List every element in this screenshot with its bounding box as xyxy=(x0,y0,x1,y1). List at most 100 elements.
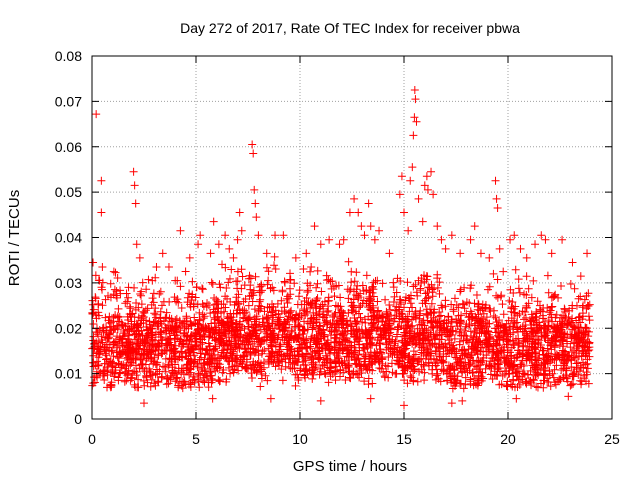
data-point xyxy=(116,368,125,377)
data-point xyxy=(250,305,259,314)
data-point xyxy=(529,328,538,337)
data-point xyxy=(380,373,389,382)
data-point xyxy=(505,325,514,334)
data-point xyxy=(133,350,142,359)
data-point xyxy=(181,349,190,358)
data-point xyxy=(234,366,243,375)
data-point xyxy=(290,314,299,323)
data-point xyxy=(284,294,293,303)
data-point xyxy=(492,194,501,203)
data-point xyxy=(214,350,223,359)
data-point xyxy=(121,299,130,308)
data-point xyxy=(254,306,263,315)
data-point xyxy=(342,352,351,361)
y-tick-label: 0 xyxy=(74,411,82,427)
data-point xyxy=(109,325,118,334)
data-point xyxy=(432,371,441,380)
data-point xyxy=(179,340,188,349)
data-point xyxy=(142,372,151,381)
x-tick-label: 25 xyxy=(604,431,620,447)
data-point xyxy=(386,349,395,358)
data-point xyxy=(353,294,362,303)
data-point xyxy=(452,349,461,358)
data-point xyxy=(467,342,476,351)
data-point xyxy=(424,335,433,344)
data-point xyxy=(375,357,384,366)
data-point xyxy=(536,307,545,316)
data-point xyxy=(208,394,217,403)
data-point xyxy=(123,353,132,362)
data-point xyxy=(436,322,445,331)
data-point xyxy=(382,307,391,316)
chart-title: Day 272 of 2017, Rate Of TEC Index for r… xyxy=(180,20,520,36)
data-point xyxy=(490,359,499,368)
data-point xyxy=(544,322,553,331)
data-point xyxy=(400,376,409,385)
data-point xyxy=(286,290,295,299)
data-point xyxy=(362,271,371,280)
data-point xyxy=(514,284,523,293)
data-point xyxy=(225,274,234,283)
data-point xyxy=(264,357,273,366)
data-point xyxy=(185,347,194,356)
data-point xyxy=(532,382,541,391)
data-point xyxy=(362,287,371,296)
data-point xyxy=(235,344,244,353)
data-point xyxy=(401,344,410,353)
data-point xyxy=(496,367,505,376)
data-point xyxy=(144,275,153,284)
data-point xyxy=(430,339,439,348)
data-point xyxy=(161,346,170,355)
data-point xyxy=(299,360,308,369)
data-point xyxy=(364,199,373,208)
data-point xyxy=(447,399,456,408)
data-point xyxy=(98,324,107,333)
data-point xyxy=(498,371,507,380)
data-point xyxy=(198,284,207,293)
data-point xyxy=(509,328,518,337)
data-point xyxy=(213,304,222,313)
data-point xyxy=(560,304,569,313)
data-point xyxy=(568,370,577,379)
data-point xyxy=(456,287,465,296)
data-point xyxy=(107,347,116,356)
data-point xyxy=(356,289,365,298)
data-point xyxy=(371,352,380,361)
data-point xyxy=(426,305,435,314)
data-point xyxy=(570,284,579,293)
data-point xyxy=(350,277,359,286)
data-point xyxy=(196,231,205,240)
data-point xyxy=(462,363,471,372)
data-point xyxy=(140,340,149,349)
data-point xyxy=(270,261,279,270)
data-point xyxy=(124,293,133,302)
data-point xyxy=(176,226,185,235)
data-point xyxy=(176,282,185,291)
data-point xyxy=(338,329,347,338)
data-point xyxy=(374,316,383,325)
data-point xyxy=(413,377,422,386)
data-point xyxy=(446,330,455,339)
data-point xyxy=(313,339,322,348)
data-point xyxy=(303,279,312,288)
data-point xyxy=(407,335,416,344)
data-point xyxy=(97,176,106,185)
data-point xyxy=(559,311,568,320)
data-point xyxy=(518,327,527,336)
data-point xyxy=(563,319,572,328)
data-point xyxy=(527,293,536,302)
data-point xyxy=(555,340,564,349)
data-point xyxy=(420,181,429,190)
data-point xyxy=(262,314,271,323)
data-point xyxy=(433,274,442,283)
data-point xyxy=(488,375,497,384)
data-point xyxy=(375,226,384,235)
data-point xyxy=(504,316,513,325)
data-point xyxy=(507,356,516,365)
data-point xyxy=(347,278,356,287)
data-point xyxy=(492,341,501,350)
data-point xyxy=(447,231,456,240)
data-point xyxy=(177,364,186,373)
data-point xyxy=(234,336,243,345)
